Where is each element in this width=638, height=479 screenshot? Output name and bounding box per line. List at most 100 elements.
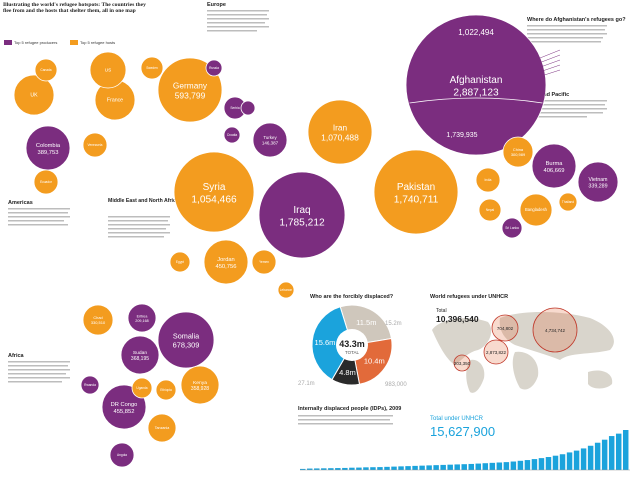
bubble-name: Germany bbox=[173, 80, 208, 90]
bubble-circle bbox=[252, 122, 288, 158]
map-bubble bbox=[453, 354, 471, 372]
pie-slice-label: 10.4m bbox=[364, 357, 385, 366]
idp-bar bbox=[447, 464, 453, 470]
bubble-circle bbox=[307, 99, 373, 165]
bubble-circle bbox=[478, 198, 502, 222]
world-map-panel: World refugees under UNHCR Total 10,396,… bbox=[430, 294, 614, 393]
idp-bar bbox=[517, 460, 524, 470]
bubble-circle bbox=[140, 56, 164, 80]
bubble-name: Kenya bbox=[193, 380, 207, 386]
legend-label-origin: Top 5 refugee producers bbox=[14, 40, 57, 45]
idp-bar bbox=[622, 430, 629, 470]
bubble-name: Chad bbox=[93, 315, 102, 320]
idp-bar bbox=[489, 462, 496, 470]
small-print-line bbox=[8, 381, 62, 383]
map-bubble bbox=[483, 339, 509, 365]
map-americas-south bbox=[466, 359, 485, 393]
bubble-lebanon: Lebanon bbox=[277, 281, 295, 299]
bubble-value: 330,510 bbox=[91, 320, 106, 325]
region-label-asia: Asia and Pacific bbox=[527, 92, 569, 98]
bubble-circle bbox=[33, 169, 59, 195]
idp-bar bbox=[300, 468, 306, 470]
bubble-value: 1,054,466 bbox=[191, 195, 237, 206]
small-print-line bbox=[207, 26, 269, 28]
bubble-circle bbox=[577, 161, 619, 203]
idp-bar bbox=[321, 468, 327, 470]
idp-bar bbox=[552, 455, 559, 470]
bubble-canada: Canada bbox=[34, 58, 58, 82]
idp-bar bbox=[580, 448, 587, 470]
small-print-line bbox=[8, 224, 68, 226]
bubble-circle bbox=[82, 132, 108, 158]
bubble-name: Sri Lanka bbox=[505, 226, 519, 230]
bubble-name: Iran bbox=[333, 122, 348, 132]
idp-bar bbox=[461, 464, 467, 470]
bubble-value: 339,289 bbox=[588, 183, 607, 189]
idp-bar bbox=[398, 466, 404, 470]
idp-bar bbox=[524, 460, 531, 470]
bubble-circle bbox=[173, 151, 255, 233]
bubble-rwanda: Rwanda bbox=[80, 375, 100, 395]
bubble-circle bbox=[405, 14, 547, 156]
idp-bar bbox=[496, 462, 503, 470]
idp-bar bbox=[391, 466, 397, 470]
bubble-circle bbox=[203, 239, 249, 285]
small-print-line bbox=[8, 220, 64, 222]
legend-label-host: Top 5 refugee hosts bbox=[80, 40, 115, 45]
idp-bar bbox=[566, 452, 573, 470]
map-bubble-value: 2,873,822 bbox=[486, 350, 507, 355]
bubble-circle bbox=[502, 136, 534, 168]
bubble-circle bbox=[157, 57, 223, 123]
header: Illustrating the world's refugee hotspot… bbox=[3, 2, 146, 14]
bubble-ethiopia: Ethiopia bbox=[155, 379, 177, 401]
bubble-circle bbox=[223, 126, 241, 144]
small-print-line bbox=[8, 208, 70, 210]
small-print-line bbox=[8, 377, 70, 379]
bubble-yemen: Yemen bbox=[251, 249, 277, 275]
bubble-russia: Russia bbox=[205, 59, 223, 77]
connector-line bbox=[509, 69, 561, 87]
bubble-circle bbox=[558, 192, 578, 212]
bubble-name: Sweden bbox=[146, 66, 158, 70]
small-print-line bbox=[108, 236, 164, 238]
bubble-circle bbox=[89, 51, 127, 89]
bubble-name: Serbia bbox=[230, 106, 239, 110]
bubble-uganda: Uganda bbox=[131, 377, 153, 399]
small-print-line bbox=[108, 232, 170, 234]
bubble-sri-lanka: Sri Lanka bbox=[501, 217, 523, 239]
idp-bar bbox=[531, 459, 538, 470]
bubble-circle bbox=[109, 442, 135, 468]
pie-center bbox=[336, 329, 368, 361]
bubble-circle bbox=[277, 281, 295, 299]
bubble-circle bbox=[157, 311, 215, 369]
bubble-name: Syria bbox=[203, 182, 226, 193]
small-print-line bbox=[207, 14, 267, 16]
bubble-layer: Afghanistan 2,887,123 1,022,494 1,739,935 Pa… bbox=[13, 14, 619, 468]
map-americas-north bbox=[432, 318, 492, 365]
bubble-uk: UK bbox=[13, 74, 55, 116]
bubble-circle bbox=[131, 377, 153, 399]
idp-bar bbox=[426, 465, 432, 470]
bubble-value: 389,753 bbox=[37, 150, 58, 156]
bubble-circle bbox=[34, 58, 58, 82]
idp-bar bbox=[328, 468, 334, 470]
bubble-circle bbox=[155, 379, 177, 401]
small-print-line bbox=[8, 373, 66, 375]
small-print-line bbox=[207, 10, 269, 12]
bubble-angola: Angola bbox=[109, 442, 135, 468]
idp-bar bbox=[419, 465, 425, 470]
small-print-line bbox=[298, 423, 393, 425]
bubble-value: 1,070,488 bbox=[321, 133, 359, 143]
pie-panel: Who are the forcibly displaced? 11.5m 10.… bbox=[298, 294, 407, 388]
bubble-name: Rwanda bbox=[84, 383, 96, 387]
pie-slice bbox=[311, 306, 353, 381]
bubble-name: Sudan bbox=[133, 350, 148, 356]
bubble-egypt: Egypt bbox=[169, 251, 191, 273]
bubble-value: 678,309 bbox=[173, 341, 200, 350]
